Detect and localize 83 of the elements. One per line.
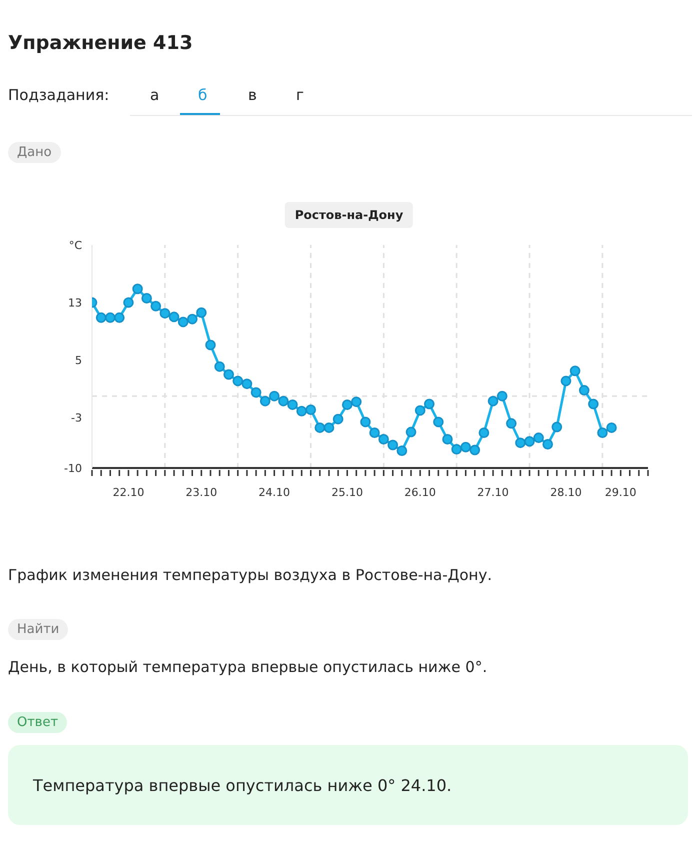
text: Ответ (8, 712, 68, 733)
point (187, 314, 198, 324)
point (296, 406, 307, 416)
point (542, 439, 553, 450)
point (396, 445, 408, 456)
point (287, 399, 298, 410)
x-tick-label: 26.10 (404, 486, 436, 499)
y-tick-label: 5 (75, 354, 82, 368)
point (515, 438, 526, 448)
point (214, 361, 225, 372)
point (96, 312, 106, 323)
point (306, 404, 316, 415)
point (488, 396, 498, 406)
point (588, 398, 599, 410)
point (178, 316, 188, 328)
x-tick-label: 23.10 (186, 486, 218, 499)
point (223, 369, 234, 380)
y-tick-label: -10 (64, 462, 82, 475)
point (606, 422, 617, 433)
point (388, 440, 398, 450)
text: Найти (8, 619, 68, 640)
point (460, 442, 471, 452)
point (250, 387, 262, 398)
text: в (248, 86, 257, 104)
x-tick-label: 28.10 (550, 486, 582, 499)
y-tick-label: 13 (68, 296, 82, 310)
text: Упражнение 413 (8, 32, 193, 54)
point (414, 405, 426, 416)
point (433, 416, 444, 428)
point (597, 428, 608, 438)
point (141, 292, 152, 304)
text: Подзадания: (8, 86, 110, 104)
point (369, 428, 380, 438)
point (451, 444, 462, 455)
x-tick-label: 22.10 (112, 486, 144, 499)
point (205, 340, 216, 350)
point (278, 396, 289, 406)
point (232, 376, 244, 386)
text: г (296, 86, 304, 104)
point (123, 297, 134, 308)
point (578, 385, 590, 396)
point (324, 422, 334, 433)
point (269, 390, 280, 402)
point (168, 312, 180, 322)
point (196, 307, 207, 318)
point (442, 434, 453, 444)
x-tick-label: 25.10 (331, 486, 363, 499)
point (470, 444, 480, 456)
point (314, 422, 326, 433)
point (160, 308, 170, 319)
x-tick-label: 29.10 (604, 486, 636, 499)
point (332, 414, 344, 424)
point (260, 396, 270, 406)
chart-title: Ростов-на-Дону (284, 202, 414, 228)
text: б (198, 86, 208, 104)
point (406, 426, 416, 438)
text: Температура впервые опустилась ниже 0° 24.10. (33, 776, 452, 795)
point (496, 390, 508, 402)
point (342, 399, 352, 410)
point (378, 434, 389, 444)
point (114, 312, 125, 323)
x-tick-label: 27.10 (477, 486, 509, 499)
point (360, 416, 371, 428)
point (424, 398, 434, 410)
text: Дано (8, 142, 61, 163)
point (524, 436, 535, 447)
point (533, 432, 544, 444)
point (560, 376, 572, 386)
text: График изменения температуры воздуха в Ростове-на-Дону. (8, 566, 492, 584)
point (132, 284, 143, 294)
text: День, в который температура впервые опустилась ниже 0°. (8, 658, 488, 676)
y-tick-label: -3 (71, 412, 82, 425)
point (242, 378, 252, 390)
point (478, 428, 490, 438)
point (570, 366, 580, 376)
point (506, 418, 517, 429)
y-tick-label: °C (68, 239, 82, 252)
x-tick-label: 24.10 (258, 486, 290, 499)
point (552, 422, 562, 432)
point (150, 300, 162, 312)
point (351, 396, 362, 408)
point (104, 312, 116, 323)
text: а (150, 86, 160, 104)
